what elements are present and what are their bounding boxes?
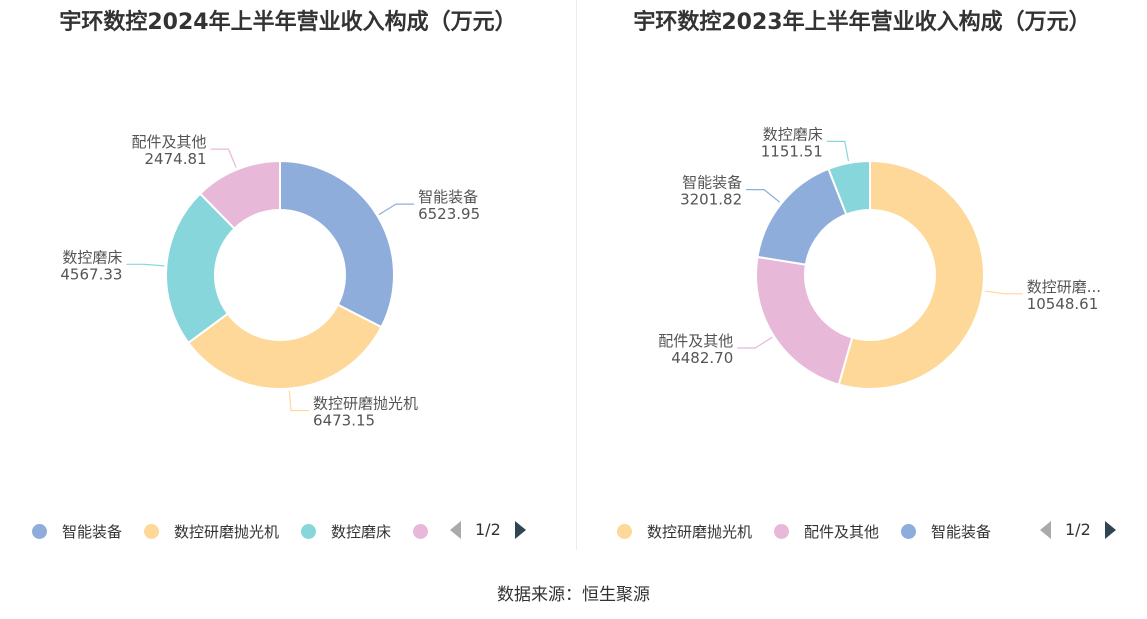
data-source-note: 数据来源：恒生聚源 — [497, 585, 650, 605]
legend-items: 数控研磨抛光机 配件及其他 智能装备 — [617, 521, 1013, 542]
legend-item[interactable]: 配件及其他 — [774, 521, 879, 542]
slice-name-label: 数控磨床 — [62, 248, 122, 266]
pie-slice[interactable] — [827, 159, 871, 216]
slice-name-label: 配件及其他 — [658, 332, 733, 350]
slice-value-label: 3201.82 — [680, 191, 742, 209]
legend-prev-arrow-icon[interactable] — [450, 520, 461, 539]
legend-color-swatch — [617, 524, 632, 539]
slice-value-label: 4567.33 — [60, 265, 122, 283]
label-leader-line — [126, 263, 165, 267]
legend-viewport: 数控研磨抛光机 配件及其他 智能装备 — [577, 519, 1032, 545]
legend-next-arrow-icon[interactable] — [514, 520, 526, 539]
label-leader-line — [378, 203, 415, 216]
chart-legend: 智能装备 数控研磨抛光机 数控磨床 1/2 — [0, 519, 576, 545]
pie-slice[interactable] — [198, 159, 281, 231]
legend-viewport: 智能装备 数控研磨抛光机 数控磨床 — [0, 519, 432, 545]
label-leader-line — [288, 390, 310, 412]
slice-value-label: 4482.70 — [671, 349, 733, 367]
legend-item[interactable]: 智能装备 — [901, 521, 991, 542]
legend-label: 数控研磨抛光机 — [174, 523, 280, 541]
chart-title: 宇环数控2024年上半年营业收入构成（万元） — [59, 10, 517, 35]
legend-next-arrow-icon[interactable] — [1104, 520, 1116, 539]
legend-item[interactable] — [413, 524, 432, 539]
legend-items: 智能装备 数控研磨抛光机 数控磨床 — [32, 521, 432, 542]
slice-value-label: 6523.95 — [418, 205, 480, 223]
slice-value-label: 1151.51 — [761, 142, 823, 160]
legend-label: 配件及其他 — [804, 523, 880, 541]
chart-panel-2023: 宇环数控2023年上半年营业收入构成（万元） 数控研磨... 10548.61 配件… — [577, 0, 1147, 550]
pie-slice[interactable] — [165, 192, 236, 345]
label-leader-line — [984, 290, 1023, 295]
label-leader-line — [826, 140, 850, 162]
legend-item[interactable]: 智能装备 — [32, 521, 122, 542]
legend-color-swatch — [413, 524, 429, 539]
label-leader-line — [746, 189, 781, 203]
legend-color-swatch — [32, 524, 47, 539]
legend-pager: 1/2 — [450, 520, 526, 539]
label-leader-line — [210, 148, 237, 168]
legend-label: 智能装备 — [62, 523, 123, 541]
chart-title: 宇环数控2023年上半年营业收入构成（万元） — [633, 10, 1091, 35]
slice-name-label: 数控研磨... — [1027, 278, 1101, 296]
chart-legend: 数控研磨抛光机 配件及其他 智能装备 1/2 — [577, 519, 1147, 545]
legend-label: 智能装备 — [931, 523, 992, 541]
pie-slice[interactable] — [755, 255, 854, 386]
panel-divider — [576, 0, 577, 550]
slice-name-label: 智能装备 — [418, 188, 478, 206]
pie-slice[interactable] — [837, 159, 985, 390]
slice-name-label: 数控研磨抛光机 — [313, 395, 418, 413]
slice-value-label: 6473.15 — [313, 412, 375, 430]
slice-name-label: 智能装备 — [682, 174, 742, 192]
legend-item[interactable]: 数控研磨抛光机 — [144, 521, 279, 542]
legend-color-swatch — [901, 524, 917, 539]
pie-slice[interactable] — [279, 159, 395, 329]
legend-label: 数控磨床 — [331, 523, 392, 541]
legend-label: 数控研磨抛光机 — [647, 523, 753, 541]
slice-value-label: 10548.61 — [1027, 295, 1099, 313]
legend-page-indicator: 1/2 — [1065, 520, 1091, 539]
legend-color-swatch — [301, 524, 317, 539]
slice-value-label: 2474.81 — [145, 150, 207, 168]
legend-prev-arrow-icon[interactable] — [1040, 520, 1051, 539]
legend-item[interactable]: 数控磨床 — [301, 521, 391, 542]
chart-panel-2024: 宇环数控2024年上半年营业收入构成（万元） 智能装备 6523.95 数控研磨抛光… — [0, 0, 576, 550]
legend-pager: 1/2 — [1040, 520, 1116, 539]
legend-item[interactable]: 数控研磨抛光机 — [617, 521, 752, 542]
slice-name-label: 配件及其他 — [132, 133, 207, 151]
legend-color-swatch — [774, 524, 790, 539]
label-leader-line — [737, 336, 773, 349]
pie-slice[interactable] — [186, 303, 383, 390]
legend-page-indicator: 1/2 — [475, 520, 501, 539]
pie-slice[interactable] — [756, 167, 848, 266]
legend-color-swatch — [144, 524, 160, 539]
slice-name-label: 数控磨床 — [763, 125, 823, 143]
